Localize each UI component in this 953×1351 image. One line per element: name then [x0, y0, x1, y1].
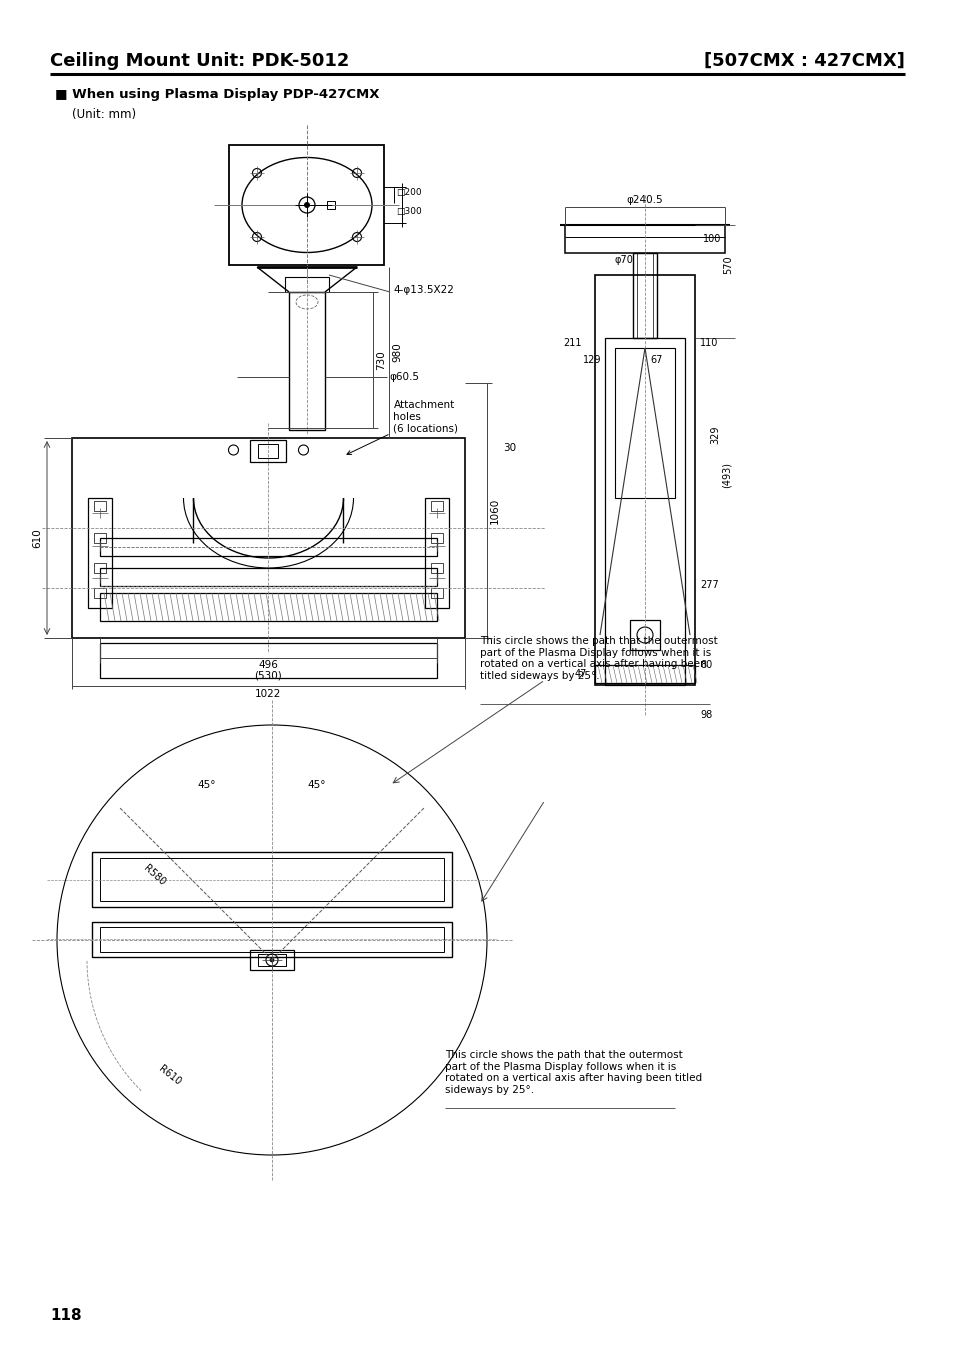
Bar: [94, 534, 106, 543]
Bar: [91, 921, 452, 957]
Text: (493): (493): [721, 462, 731, 488]
Text: Ceiling Mount Unit: PDK-5012: Ceiling Mount Unit: PDK-5012: [50, 51, 349, 70]
Text: 45°: 45°: [308, 780, 326, 790]
Bar: [230, 145, 384, 265]
Bar: [257, 954, 286, 966]
Text: □200: □200: [396, 188, 421, 197]
Text: 47: 47: [575, 669, 587, 680]
Text: 329: 329: [709, 426, 720, 444]
Bar: [100, 927, 443, 952]
Bar: [431, 588, 442, 598]
Bar: [595, 276, 695, 685]
Text: 1060: 1060: [490, 497, 499, 524]
Circle shape: [304, 203, 309, 208]
Bar: [327, 201, 335, 209]
Text: 118: 118: [50, 1308, 82, 1323]
Bar: [91, 852, 452, 907]
Text: This circle shows the path that the outermost
part of the Plasma Display follows: This circle shows the path that the oute…: [479, 636, 717, 681]
Bar: [615, 349, 675, 499]
Bar: [633, 253, 657, 338]
Bar: [431, 563, 442, 573]
Bar: [285, 277, 329, 292]
Text: 110: 110: [700, 338, 718, 349]
Text: ■ When using Plasma Display PDP-427CMX: ■ When using Plasma Display PDP-427CMX: [55, 88, 379, 101]
Text: This circle shows the path that the outermost
part of the Plasma Display follows: This circle shows the path that the oute…: [444, 1050, 701, 1094]
Text: φ60.5: φ60.5: [389, 372, 418, 382]
Text: 496: 496: [258, 661, 278, 670]
Text: φ70: φ70: [615, 255, 633, 265]
Text: (530): (530): [254, 671, 282, 681]
Text: 98: 98: [700, 711, 712, 720]
Text: 610: 610: [32, 528, 42, 549]
Bar: [431, 501, 442, 511]
Text: 980: 980: [392, 343, 402, 362]
Bar: [424, 499, 449, 608]
Bar: [637, 253, 652, 338]
Bar: [258, 444, 278, 458]
Text: 30: 30: [502, 443, 516, 453]
Text: 67: 67: [649, 355, 661, 365]
Bar: [100, 593, 436, 621]
Bar: [629, 620, 659, 650]
Text: 129: 129: [582, 355, 601, 365]
Bar: [100, 643, 436, 678]
Text: Attachment
holes
(6 locations): Attachment holes (6 locations): [347, 400, 458, 454]
Text: 570: 570: [722, 255, 732, 274]
Text: R610: R610: [157, 1063, 183, 1086]
Bar: [251, 440, 286, 462]
Text: [507CMX : 427CMX]: [507CMX : 427CMX]: [703, 51, 904, 70]
Bar: [94, 501, 106, 511]
Text: 1022: 1022: [255, 689, 281, 698]
Bar: [564, 226, 724, 253]
Bar: [94, 588, 106, 598]
Text: □300: □300: [396, 207, 422, 216]
Text: 80: 80: [700, 661, 712, 670]
Text: φ240.5: φ240.5: [626, 195, 662, 205]
Text: 45°: 45°: [197, 780, 216, 790]
Bar: [100, 858, 443, 901]
Bar: [100, 538, 436, 557]
Text: 100: 100: [702, 234, 720, 245]
Bar: [595, 665, 695, 684]
Text: 211: 211: [562, 338, 581, 349]
Bar: [71, 438, 464, 638]
Bar: [604, 338, 684, 685]
Bar: [289, 292, 325, 430]
Text: 730: 730: [376, 350, 386, 370]
Bar: [88, 499, 112, 608]
Bar: [94, 563, 106, 573]
Bar: [431, 534, 442, 543]
Circle shape: [270, 958, 274, 962]
Bar: [100, 567, 436, 586]
Text: 277: 277: [700, 580, 718, 590]
Text: (Unit: mm): (Unit: mm): [71, 108, 136, 122]
Bar: [250, 950, 294, 970]
Text: 4-φ13.5X22: 4-φ13.5X22: [393, 285, 454, 295]
Text: R580: R580: [142, 863, 168, 888]
